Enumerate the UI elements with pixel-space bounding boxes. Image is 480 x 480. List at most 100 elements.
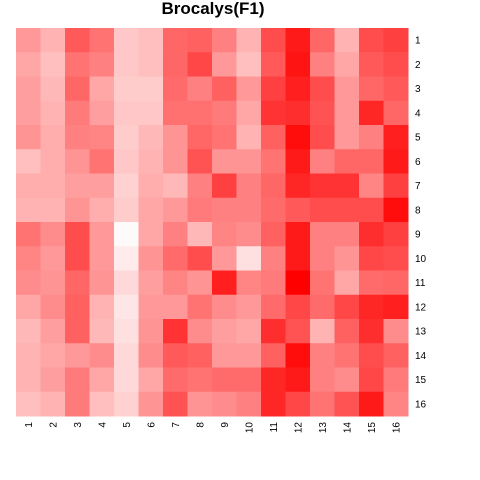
heatmap-cell-r15-c16: [383, 367, 409, 393]
heatmap-cell-r11-c14: [334, 270, 360, 296]
heatmap-cell-r7-c6: [138, 173, 164, 199]
heatmap-cell-r11-c3: [65, 270, 90, 296]
heatmap-cell-r8-c15: [359, 197, 384, 223]
y-tick-label: 9: [415, 230, 421, 241]
heatmap-cell-r7-c9: [212, 173, 237, 199]
heatmap-cell-r4-c11: [261, 100, 286, 126]
heatmap-cell-r5-c12: [285, 125, 311, 150]
heatmap-cell-r4-c1: [16, 100, 41, 126]
heatmap-cell-r16-c10: [236, 391, 262, 417]
heatmap-cell-r13-c4: [89, 319, 115, 344]
heatmap-cell-r13-c1: [16, 319, 41, 344]
heatmap-cell-r8-c14: [334, 197, 360, 223]
heatmap-cell-r8-c13: [310, 197, 335, 223]
heatmap-cell-r2-c7: [163, 52, 188, 77]
heatmap-cell-r11-c1: [16, 270, 41, 296]
heatmap-cell-r5-c1: [16, 125, 41, 150]
y-tick-label: 8: [415, 205, 421, 216]
heatmap-cell-r4-c4: [89, 100, 115, 126]
y-tick-label: 16: [415, 399, 427, 410]
heatmap-cell-r15-c15: [359, 367, 384, 393]
heatmap-cell-r8-c5: [114, 197, 139, 223]
heatmap-cell-r12-c4: [89, 294, 115, 320]
heatmap-cell-r8-c3: [65, 197, 90, 223]
heatmap-cell-r11-c12: [285, 270, 311, 296]
heatmap-cell-r7-c2: [40, 173, 66, 199]
heatmap-cell-r8-c2: [40, 197, 66, 223]
heatmap-cell-r14-c3: [65, 343, 90, 368]
heatmap-cell-r16-c7: [163, 391, 188, 417]
heatmap-cell-r12-c13: [310, 294, 335, 320]
heatmap-cell-r12-c5: [114, 294, 139, 320]
heatmap-cell-r12-c12: [285, 294, 311, 320]
heatmap-cell-r3-c2: [40, 76, 66, 102]
heatmap-cell-r9-c10: [236, 222, 262, 247]
heatmap-cell-r16-c5: [114, 391, 139, 417]
heatmap-cell-r3-c13: [310, 76, 335, 102]
y-tick-label: 3: [415, 84, 421, 95]
heatmap-cell-r1-c2: [40, 28, 66, 53]
heatmap-cell-r6-c16: [383, 149, 409, 174]
heatmap-cell-r3-c11: [261, 76, 286, 102]
heatmap-cell-r5-c11: [261, 125, 286, 150]
heatmap-cell-r10-c11: [261, 246, 286, 271]
heatmap-cell-r5-c15: [359, 125, 384, 150]
y-tick-label: 1: [415, 36, 421, 47]
heatmap-cell-r8-c16: [383, 197, 409, 223]
heatmap-cell-r12-c16: [383, 294, 409, 320]
heatmap-cell-r10-c10: [236, 246, 262, 271]
heatmap-cell-r1-c1: [16, 28, 41, 53]
heatmap-cell-r11-c2: [40, 270, 66, 296]
heatmap-cell-r14-c12: [285, 343, 311, 368]
heatmap-cell-r7-c1: [16, 173, 41, 199]
heatmap-cell-r14-c8: [187, 343, 213, 368]
heatmap-cell-r14-c6: [138, 343, 164, 368]
heatmap-cell-r9-c5: [114, 222, 139, 247]
heatmap-cell-r9-c8: [187, 222, 213, 247]
heatmap-cell-r16-c13: [310, 391, 335, 417]
heatmap-cell-r6-c10: [236, 149, 262, 174]
heatmap-cell-r8-c6: [138, 197, 164, 223]
heatmap-cell-r8-c4: [89, 197, 115, 223]
heatmap-cell-r3-c16: [383, 76, 409, 102]
heatmap-cell-r15-c11: [261, 367, 286, 393]
heatmap-cell-r7-c15: [359, 173, 384, 199]
heatmap-cell-r14-c16: [383, 343, 409, 368]
heatmap-cell-r12-c15: [359, 294, 384, 320]
heatmap-cell-r10-c2: [40, 246, 66, 271]
heatmap-cell-r3-c3: [65, 76, 90, 102]
heatmap-cell-r15-c8: [187, 367, 213, 393]
x-tick-label: 15: [367, 422, 378, 434]
y-tick-label: 12: [415, 302, 427, 313]
heatmap-cell-r4-c3: [65, 100, 90, 126]
heatmap-cell-r6-c15: [359, 149, 384, 174]
heatmap-cell-r11-c7: [163, 270, 188, 296]
heatmap-cell-r13-c11: [261, 319, 286, 344]
heatmap-cell-r4-c8: [187, 100, 213, 126]
x-tick-label: 12: [293, 422, 304, 434]
x-tick-label: 5: [122, 422, 133, 428]
x-tick-label: 14: [342, 422, 353, 434]
heatmap-cell-r10-c5: [114, 246, 139, 271]
heatmap-cell-r2-c6: [138, 52, 164, 77]
heatmap-cell-r2-c2: [40, 52, 66, 77]
heatmap-cell-r15-c6: [138, 367, 164, 393]
heatmap-cell-r6-c14: [334, 149, 360, 174]
heatmap-cell-r14-c10: [236, 343, 262, 368]
heatmap-cell-r3-c12: [285, 76, 311, 102]
x-tick-labels: 1 2 3 4 5 6 7 8 9 10 11 12 13 14 15 16: [24, 422, 403, 434]
heatmap-cell-r13-c7: [163, 319, 188, 344]
heatmap-cell-r10-c3: [65, 246, 90, 271]
heatmap-cell-r2-c14: [334, 52, 360, 77]
heatmap-cell-r9-c15: [359, 222, 384, 247]
heatmap-cell-r5-c2: [40, 125, 66, 150]
heatmap-cell-r3-c15: [359, 76, 384, 102]
y-tick-label: 4: [415, 108, 421, 119]
heatmap-cell-r13-c8: [187, 319, 213, 344]
heatmap-cell-r2-c4: [89, 52, 115, 77]
heatmap-cell-r13-c5: [114, 319, 139, 344]
heatmap-cell-r2-c3: [65, 52, 90, 77]
heatmap-cell-r2-c13: [310, 52, 335, 77]
heatmap-cell-r7-c13: [310, 173, 335, 199]
heatmap-cell-r14-c15: [359, 343, 384, 368]
